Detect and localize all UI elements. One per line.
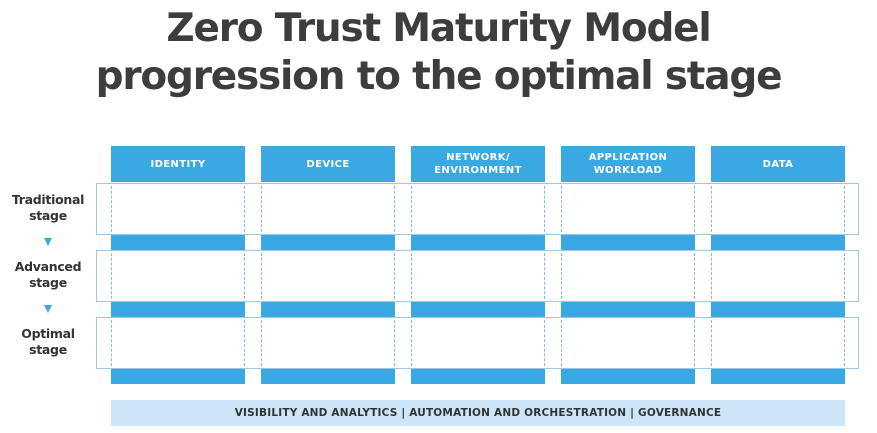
stage-row-box [96, 250, 859, 302]
diagram-title-line-1: Zero Trust Maturity Model [166, 6, 711, 51]
column-connector-bar [411, 235, 545, 251]
column-connector-bar [261, 235, 395, 251]
diagram-title-line-2: progression to the optimal stage [95, 54, 783, 99]
column-connector-bar [111, 235, 245, 251]
column-guide-dashed-line [394, 186, 395, 232]
column-header-network-environment: NETWORK/ ENVIRONMENT [411, 146, 545, 182]
column-guide-dashed-line [561, 320, 562, 366]
cross-cutting-capabilities-bar: VISIBILITY AND ANALYTICS | AUTOMATION AN… [111, 400, 845, 426]
column-connector-bar [711, 235, 845, 251]
column-guide-dashed-line [544, 320, 545, 366]
stage-label-advanced: Advanced stage [14, 259, 82, 290]
column-guide-dashed-line [261, 320, 262, 366]
column-guide-dashed-line [711, 320, 712, 366]
column-guide-dashed-line [111, 320, 112, 366]
column-guide-dashed-line [561, 186, 562, 232]
column-connector-bar [711, 302, 845, 318]
column-connector-bar [261, 369, 395, 384]
column-header-device: DEVICE [261, 146, 395, 182]
column-guide-dashed-line [111, 253, 112, 299]
column-guide-dashed-line [844, 320, 845, 366]
column-guide-dashed-line [244, 186, 245, 232]
column-connector-bar [261, 302, 395, 318]
column-guide-dashed-line [844, 253, 845, 299]
down-arrow-icon [44, 238, 52, 246]
column-connector-bar [111, 369, 245, 384]
column-guide-dashed-line [544, 186, 545, 232]
column-guide-dashed-line [711, 253, 712, 299]
column-guide-dashed-line [261, 186, 262, 232]
column-guide-dashed-line [411, 253, 412, 299]
column-guide-dashed-line [711, 186, 712, 232]
column-guide-dashed-line [694, 320, 695, 366]
column-guide-dashed-line [694, 253, 695, 299]
column-connector-bar [561, 302, 695, 318]
down-arrow-icon [44, 305, 52, 313]
column-guide-dashed-line [261, 253, 262, 299]
column-guide-dashed-line [411, 186, 412, 232]
column-guide-dashed-line [844, 186, 845, 232]
column-guide-dashed-line [561, 253, 562, 299]
stage-label-optimal: Optimal stage [21, 326, 75, 357]
column-guide-dashed-line [394, 320, 395, 366]
column-guide-dashed-line [394, 253, 395, 299]
column-guide-dashed-line [111, 186, 112, 232]
column-connector-bar [561, 369, 695, 384]
column-header-identity: IDENTITY [111, 146, 245, 182]
stage-row-box [96, 183, 859, 235]
column-header-data: DATA [711, 146, 845, 182]
column-guide-dashed-line [244, 253, 245, 299]
stage-label-traditional: Traditional stage [11, 192, 85, 223]
column-connector-bar [561, 235, 695, 251]
stage-row-box [96, 317, 859, 369]
column-guide-dashed-line [244, 320, 245, 366]
column-header-application-workload: APPLICATION WORKLOAD [561, 146, 695, 182]
column-guide-dashed-line [544, 253, 545, 299]
column-guide-dashed-line [411, 320, 412, 366]
column-connector-bar [411, 369, 545, 384]
column-connector-bar [111, 302, 245, 318]
column-connector-bar [711, 369, 845, 384]
column-connector-bar [411, 302, 545, 318]
column-guide-dashed-line [694, 186, 695, 232]
